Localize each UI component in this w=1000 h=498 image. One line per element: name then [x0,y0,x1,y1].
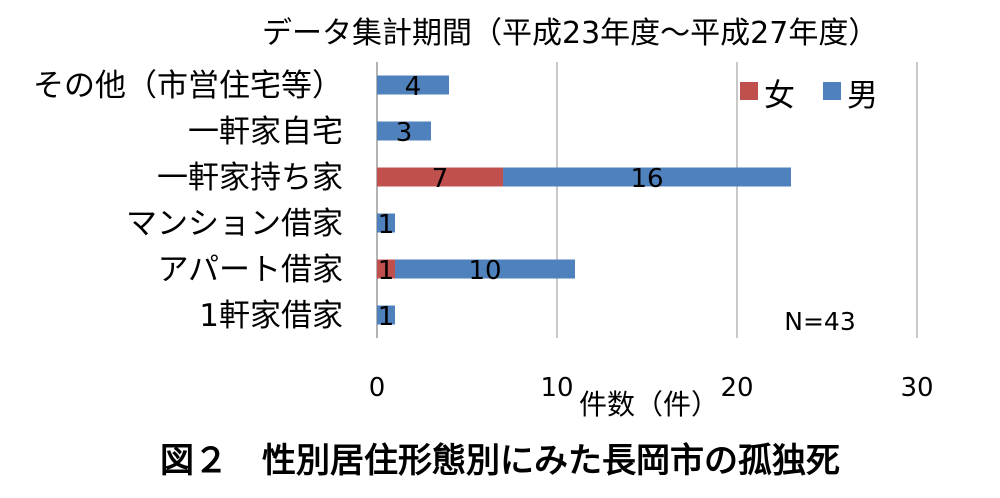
figure-caption: 図２ 性別居住形態別にみた長岡市の孤独死 [160,441,840,481]
x-tick-label: 30 [900,373,933,403]
category-label: アパート借家 [158,252,343,288]
data-label: 1 [378,256,395,286]
x-tick-label: 10 [540,373,573,403]
data-label: 1 [378,302,395,332]
category-label: その他（市営住宅等） [33,68,343,104]
legend-swatch [823,82,841,100]
category-label: マンション借家 [126,206,343,242]
data-label: 1 [378,210,395,240]
sample-size-annotation: N=43 [784,307,855,336]
chart-subtitle: データ集計期間（平成23年度～平成27年度） [262,16,879,51]
x-tick-label: 20 [720,373,753,403]
data-label: 16 [630,164,663,194]
legend-label: 男 [847,78,878,114]
legend-label: 女 [764,78,795,114]
bar [377,75,449,95]
bar [395,259,575,279]
bar [377,305,395,325]
data-label: 3 [396,118,413,148]
bar [503,167,791,187]
x-axis-title: 件数（件） [579,388,719,421]
bar [377,121,431,141]
data-label: 7 [432,164,449,194]
x-tick-label: 0 [369,373,386,403]
bar [377,167,503,187]
category-label: 一軒家持ち家 [157,160,343,196]
bar [377,259,395,279]
data-label: 10 [468,256,501,286]
category-label: 一軒家自宅 [188,114,343,150]
data-label: 4 [405,72,422,102]
legend-swatch [740,82,758,100]
bar [377,213,395,233]
category-label: 1軒家借家 [199,298,343,334]
